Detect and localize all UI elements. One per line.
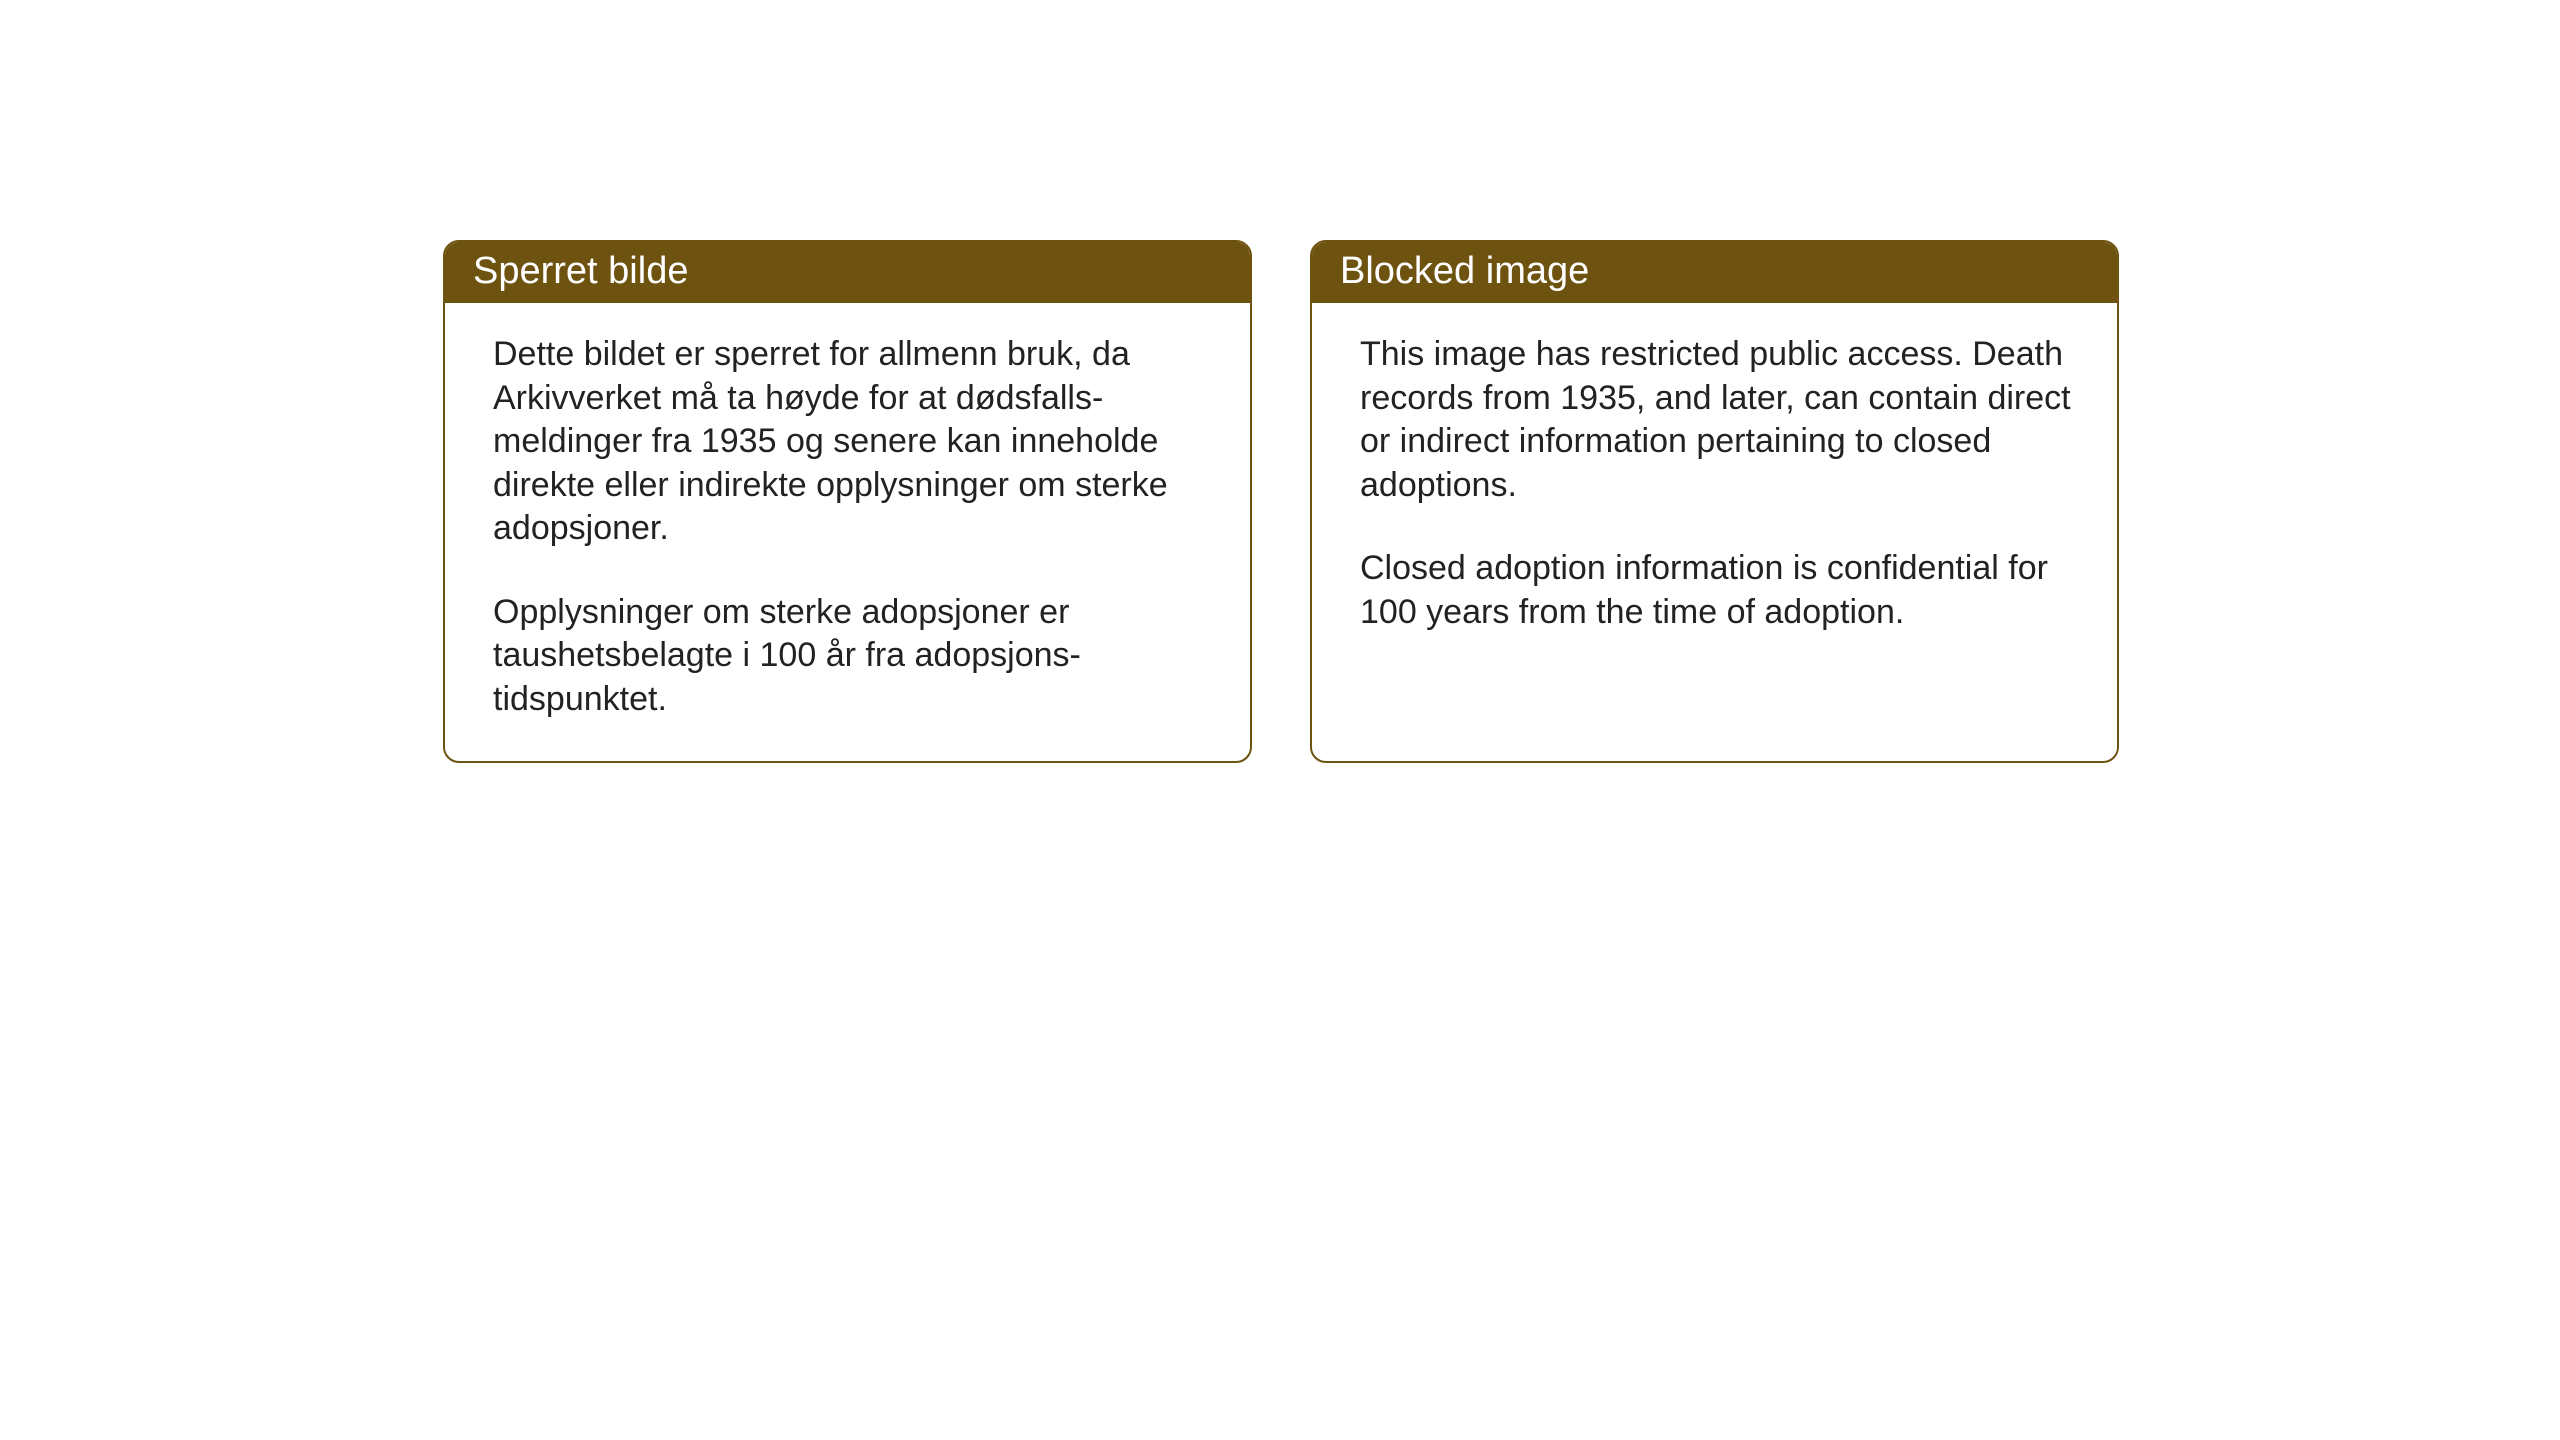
notice-paragraph-1-norwegian: Dette bildet er sperret for allmenn bruk… — [493, 333, 1206, 551]
notice-paragraph-1-english: This image has restricted public access.… — [1360, 333, 2073, 507]
notice-header-english: Blocked image — [1312, 242, 2117, 303]
notice-paragraph-2-english: Closed adoption information is confident… — [1360, 547, 2073, 634]
notice-header-norwegian: Sperret bilde — [445, 242, 1250, 303]
notice-card-english: Blocked image This image has restricted … — [1310, 240, 2119, 763]
notice-container: Sperret bilde Dette bildet er sperret fo… — [443, 240, 2119, 763]
notice-body-english: This image has restricted public access.… — [1312, 303, 2117, 754]
notice-paragraph-2-norwegian: Opplysninger om sterke adopsjoner er tau… — [493, 591, 1206, 722]
notice-card-norwegian: Sperret bilde Dette bildet er sperret fo… — [443, 240, 1252, 763]
notice-body-norwegian: Dette bildet er sperret for allmenn bruk… — [445, 303, 1250, 761]
